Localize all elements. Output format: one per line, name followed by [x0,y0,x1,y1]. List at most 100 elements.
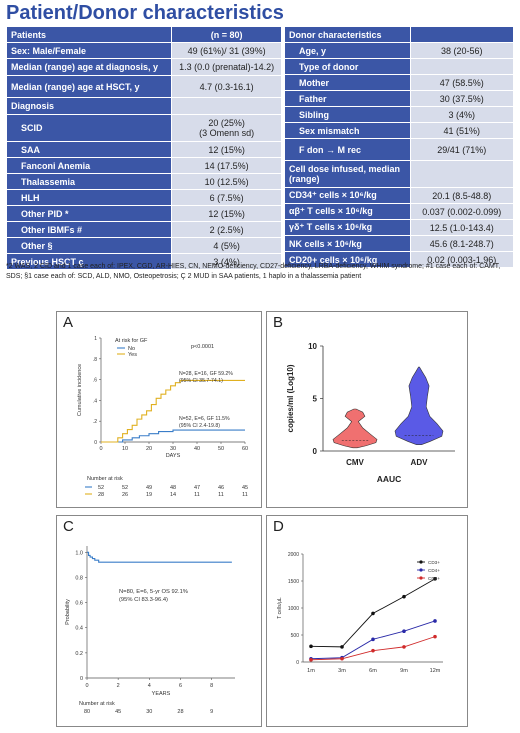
table-row: Other PID * 12 (15%) [5,205,282,222]
row-value: 4.7 (0.3-16.1) [171,75,282,98]
row-label: Other IBMFs # [5,221,173,238]
risk-value: 28 [177,709,183,715]
data-point [402,645,406,649]
survival-curve [87,551,232,563]
data-point [402,594,406,599]
x-tick-label: ADV [411,458,429,467]
risk-value: 14 [170,492,176,498]
y-tick-label: 0 [296,660,299,666]
row-value: 30 (37.5%) [409,90,515,107]
row-label: Previous HSCT ç [5,253,173,270]
row-label: αβ⁺ T cells × 10⁶/kg [284,203,411,220]
y-tick-label: 1500 [288,579,299,585]
violin-adv [394,366,444,445]
row-label: F don → M rec [284,138,411,161]
data-point [309,658,313,662]
y-tick-label: 0.2 [75,651,83,657]
y-axis-label: Cumulative incidence [77,364,83,416]
data-point [371,637,375,642]
table-row: Other IBMFs #2 (2.5%) [5,221,282,238]
data-point [340,656,344,661]
x-tick-label: 20 [146,446,152,452]
risk-value: 80 [84,709,90,715]
y-axis-label: Probability [65,599,71,625]
row-value: 45.6 (8.1-248.7) [409,235,515,252]
row-value: 20 (25%) (3 Omenn sd) [171,114,282,142]
y-tick-label: 0 [313,447,318,456]
chart-b: 0 5 10 copies/ml (Log10) CMV ADV AAUC [286,342,455,484]
x-tick-label: 1m [307,668,315,674]
panel-c: C 0 0.2 0.4 0.6 0.8 1.0 0 2 4 6 8 YEARS Probability N… [56,515,262,727]
row-value: 47 (58.5%) [409,74,515,91]
panel-d-label: D [273,518,284,535]
table-row: Median (range) age at diagnosis, y 1.3 (0… [5,58,282,76]
row-label: HLH [5,189,173,206]
risk-value: 49 [146,485,152,491]
data-point [340,645,344,649]
y-tick-label: 0 [94,440,97,446]
y-tick-label: 0 [80,676,83,682]
row-value: 41 (51%) [409,122,515,139]
row-value: 4 (5%) [171,237,282,254]
x-tick-label: 9m [400,668,408,674]
y-tick-label: 1 [94,336,97,342]
y-tick-label: 10 [308,342,317,351]
x-tick-label: 3m [338,668,346,674]
x-tick-label: CMV [346,458,364,467]
table-row: Sex mismatch 41 (51%) [284,122,515,139]
row-value: 49 (61%)/ 31 (39%) [171,42,282,59]
risk-value: 9 [210,709,213,715]
row-value: 0.037 (0.002-0.099) [409,203,515,220]
data-point [433,619,437,623]
risk-title: Number at risk [79,701,115,707]
data-point [309,644,313,649]
risk-value: 52 [122,485,128,491]
risk-title: Number at risk [87,476,123,482]
row-label: NK cells × 10⁶/kg [284,235,411,252]
annotation-os: N=80, E=6, 5-yr OS 92.1% [119,589,188,595]
row-value: 3 (4%) [171,253,282,270]
table-row: Father 30 (37.5%) [284,90,515,107]
right_table-header-value [409,26,515,43]
risk-value: 45 [115,709,121,715]
x-tick-label: 0 [85,683,88,689]
row-value: 2 (2.5%) [171,221,282,238]
row-value: 0.02 (0.003-1.96) [409,251,515,268]
legend-title: At risk for GF [115,338,148,344]
row-value: 1.3 (0.0 (prenatal)-14.2) [171,58,282,76]
y-tick-label: .4 [93,398,97,404]
chart-c: 0 0.2 0.4 0.6 0.8 1.0 0 2 4 6 8 YEARS Probability N=8… [65,546,235,715]
table-row: Fanconi Anemia 14 (17.5%) [5,157,282,174]
y-tick-label: 500 [291,633,300,639]
row-value: 6 (7.5%) [171,189,282,206]
y-tick-label: 5 [313,395,318,404]
legend-marker [419,560,423,564]
risk-value: 11 [194,492,200,498]
row-label: γδ⁺ T cells × 10⁶/kg [284,219,411,236]
legend-label: CD3+ [428,560,440,565]
table-row: F don → M rec 29/41 (71%) [284,138,515,161]
table-row: NK cells × 10⁶/kg 45.6 (8.1-248.7) [284,235,515,252]
risk-value: 30 [146,709,152,715]
p-value: p<0.0001 [191,344,214,350]
risk-value: 11 [242,492,248,498]
risk-value: 26 [122,492,128,498]
row-value: 12 (15%) [171,141,282,158]
y-tick-label: 0.6 [75,601,83,607]
row-label: CD34⁺ cells × 10⁶/kg [284,187,411,204]
y-axis-label: T cells/µL [277,597,283,619]
y-tick-label: 1.0 [75,550,83,556]
right_table-header-row: Donor characteristics [284,26,515,43]
data-point [433,577,437,581]
x-axis-label: AAUC [377,474,402,484]
row-value: 29/41 (71%) [409,138,515,161]
row-value: 38 (20-56) [409,42,515,59]
table-row: CD34⁺ cells × 10⁶/kg 20.1 (8.5-48.8) [284,187,515,204]
row-value [409,58,515,75]
row-value: 3 (4%) [409,106,515,123]
data-point [402,629,406,634]
annotation-no-ci: (95% CI 2.4-19.8) [179,423,220,429]
panel-a-label: A [63,314,74,331]
row-label: Sex: Male/Female [5,42,173,59]
